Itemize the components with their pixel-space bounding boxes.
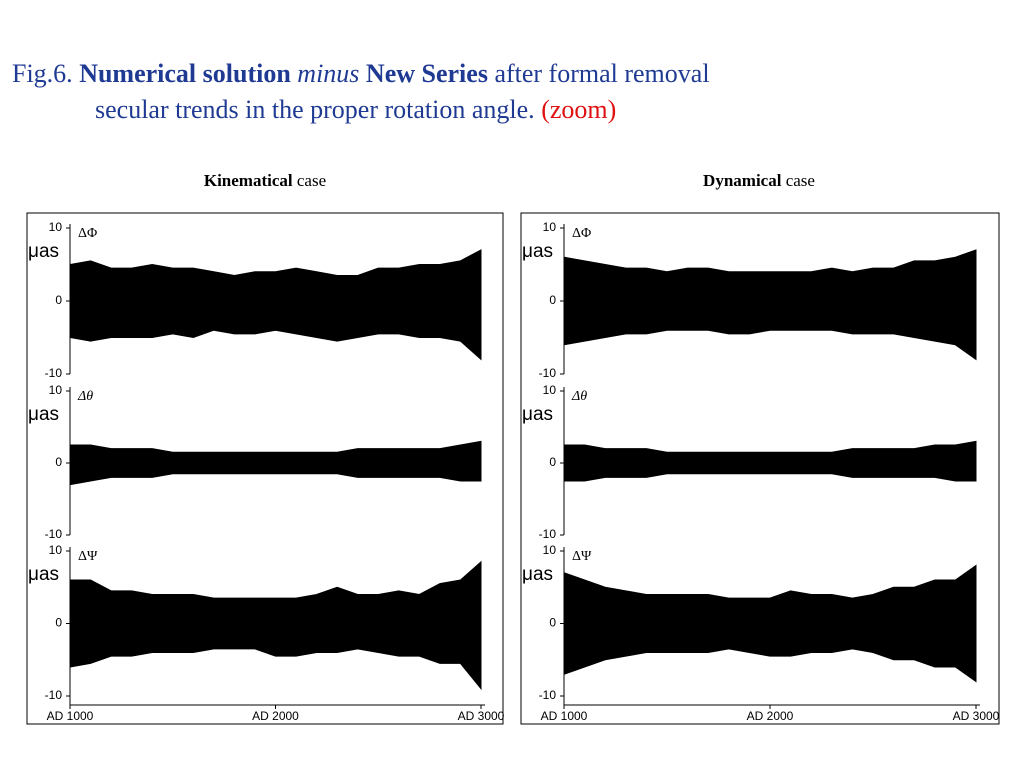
series-label: ΔΦ — [572, 226, 591, 241]
y-axis-label: μas — [522, 404, 553, 425]
band-lower — [563, 462, 977, 482]
band-upper — [563, 249, 977, 302]
panel-title: Dynamical case — [521, 171, 997, 191]
band-lower — [563, 300, 977, 361]
band-lower — [69, 623, 482, 691]
y-tick-label: 0 — [55, 293, 62, 307]
band-lower — [69, 462, 482, 486]
text: (zoom) — [541, 95, 617, 124]
y-axis-label: μas — [522, 241, 553, 262]
y-tick-label: 0 — [549, 293, 556, 307]
x-tick-label: AD 2000 — [747, 709, 794, 723]
text: Numerical solution — [79, 59, 291, 88]
text: case — [296, 171, 327, 190]
series-label: ΔΦ — [78, 226, 97, 241]
y-axis-label: μas — [28, 241, 59, 262]
y-tick-label: -10 — [539, 527, 557, 541]
series-label: Δθ — [571, 389, 587, 404]
y-tick-label: 0 — [549, 616, 556, 630]
y-tick-label: -10 — [45, 366, 63, 380]
text: case — [785, 171, 815, 190]
heading: Fig.6. Numerical solution minus New Seri… — [12, 56, 710, 128]
y-tick-label: -10 — [539, 366, 557, 380]
y-tick-label: -10 — [539, 688, 557, 702]
text: Kinematical — [203, 171, 293, 190]
y-tick-label: -10 — [45, 527, 63, 541]
y-tick-label: 10 — [543, 543, 557, 557]
y-axis-label: μas — [522, 564, 553, 585]
y-tick-label: 10 — [49, 220, 63, 234]
y-axis-label: μas — [28, 564, 59, 585]
y-axis-label: μas — [28, 404, 59, 425]
y-tick-label: 0 — [55, 616, 62, 630]
y-tick-label: 10 — [49, 543, 63, 557]
text: Dynamical — [703, 171, 782, 190]
x-tick-label: AD 3000 — [953, 709, 1000, 723]
panel-frame — [26, 212, 504, 725]
series-label: ΔΨ — [78, 549, 98, 564]
band-upper — [563, 564, 977, 624]
y-tick-label: 0 — [55, 455, 62, 469]
text: after formal removal — [494, 59, 710, 88]
heading-line: Fig.6. Numerical solution minus New Seri… — [12, 56, 710, 92]
x-tick-label: AD 3000 — [458, 709, 505, 723]
band-upper — [69, 440, 482, 464]
y-tick-label: 10 — [543, 220, 557, 234]
band-lower — [69, 300, 482, 361]
x-tick-label: AD 2000 — [252, 709, 299, 723]
series-label: Δθ — [77, 389, 93, 404]
text: Fig.6. — [12, 59, 73, 88]
y-tick-label: 10 — [543, 383, 557, 397]
heading-line: secular trends in the proper rotation an… — [12, 92, 710, 128]
text: secular trends in the proper rotation an… — [95, 95, 535, 124]
band-upper — [69, 560, 482, 624]
text: minus — [297, 59, 360, 88]
y-tick-label: 0 — [549, 455, 556, 469]
text: New Series — [365, 59, 488, 88]
x-tick-label: AD 1000 — [541, 709, 588, 723]
band-lower — [563, 623, 977, 683]
x-tick-label: AD 1000 — [47, 709, 94, 723]
y-tick-label: -10 — [45, 688, 63, 702]
series-label: ΔΨ — [572, 549, 592, 564]
y-tick-label: 10 — [49, 383, 63, 397]
panel-title: Kinematical case — [27, 171, 503, 191]
band-upper — [69, 249, 482, 302]
panel-frame — [520, 212, 1000, 725]
band-upper — [563, 440, 977, 464]
